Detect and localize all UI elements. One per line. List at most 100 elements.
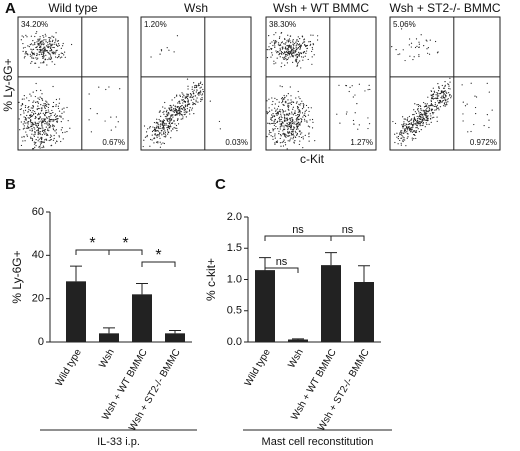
dot: [395, 48, 397, 51]
dot: [433, 105, 435, 108]
dot: [285, 59, 287, 61]
dot: [272, 130, 274, 132]
panel-label: A: [5, 0, 16, 17]
dot: [192, 96, 194, 99]
dot: [274, 41, 276, 43]
dot: [219, 128, 221, 130]
dot: [278, 101, 280, 103]
dot: [425, 115, 427, 117]
dot: [428, 123, 430, 125]
dot: [184, 97, 186, 99]
dot: [184, 104, 187, 106]
dot: [418, 54, 420, 56]
dot: [433, 116, 435, 118]
dot: [190, 99, 192, 101]
dot: [445, 95, 447, 97]
dot: [445, 104, 447, 106]
dot: [290, 121, 292, 123]
dot: [406, 129, 408, 131]
dot: [39, 96, 41, 98]
dot: [186, 93, 188, 95]
dot: [34, 115, 37, 118]
dot: [437, 93, 439, 95]
dot: [144, 136, 147, 138]
dot: [187, 102, 189, 104]
dot: [32, 148, 34, 150]
dot: [282, 98, 284, 101]
dot: [474, 106, 477, 109]
dot: [158, 127, 160, 129]
dot: [159, 137, 161, 139]
dot: [98, 86, 100, 88]
dot: [292, 134, 294, 136]
dot: [429, 113, 431, 115]
dot: [45, 112, 47, 115]
dot: [36, 41, 38, 43]
dot: [435, 109, 437, 111]
dot: [292, 40, 294, 42]
dot: [449, 95, 451, 97]
dot: [184, 108, 186, 111]
dot: [304, 120, 306, 122]
dot: [356, 102, 358, 105]
dot: [427, 115, 429, 117]
dot: [345, 84, 347, 87]
dot: [47, 128, 49, 130]
dot: [408, 129, 411, 131]
dot: [444, 90, 446, 92]
dot: [297, 118, 299, 120]
dot: [49, 43, 51, 45]
dot: [297, 40, 300, 43]
dot: [38, 117, 41, 119]
dot: [415, 130, 418, 132]
dot: [269, 131, 271, 133]
dot: [26, 114, 28, 117]
dot: [43, 146, 45, 148]
dot: [171, 110, 173, 112]
dot: [300, 120, 303, 122]
dot: [448, 87, 450, 90]
dot: [149, 126, 151, 128]
dot: [22, 47, 25, 49]
dot: [290, 95, 292, 97]
dot: [36, 31, 38, 33]
dot: [54, 113, 57, 115]
dot: [46, 122, 48, 124]
dot: [167, 114, 169, 116]
dot: [50, 45, 52, 47]
dot: [30, 136, 32, 138]
dot: [402, 49, 404, 51]
dot: [300, 117, 302, 120]
dot: [429, 39, 431, 41]
dot: [268, 133, 270, 135]
dot: [49, 112, 51, 115]
dot: [280, 44, 282, 46]
dot: [168, 113, 170, 115]
dot: [37, 57, 39, 59]
dot: [424, 105, 427, 108]
dot: [400, 142, 402, 144]
dot: [403, 132, 405, 134]
dot: [50, 114, 52, 116]
dot: [37, 114, 39, 116]
dot: [49, 120, 51, 122]
dot: [27, 125, 29, 127]
dot: [52, 111, 54, 114]
dot: [396, 132, 398, 134]
dot: [169, 117, 171, 119]
dot: [403, 130, 405, 132]
dot: [448, 85, 450, 87]
dot: [158, 124, 160, 126]
dot: [430, 102, 433, 105]
error-bar: [136, 283, 148, 295]
dot: [275, 62, 277, 64]
dot: [443, 93, 445, 95]
dot: [38, 46, 41, 49]
dot: [402, 127, 404, 129]
dot: [280, 135, 282, 137]
dot: [414, 46, 417, 49]
dot: [296, 120, 298, 122]
dot: [193, 82, 195, 84]
dot: [367, 89, 369, 91]
dot: [46, 134, 48, 137]
